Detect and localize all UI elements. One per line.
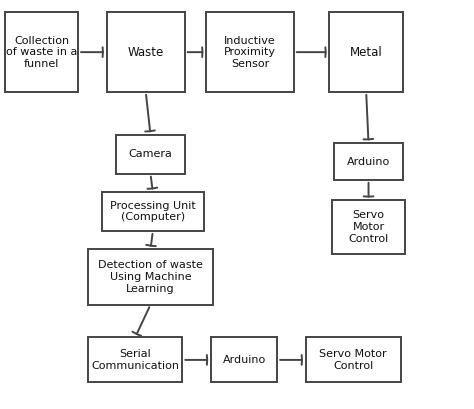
Bar xyxy=(107,12,185,92)
Bar xyxy=(206,12,294,92)
Text: Camera: Camera xyxy=(128,149,173,160)
Text: Arduino: Arduino xyxy=(347,157,390,166)
Bar xyxy=(306,337,401,382)
Bar xyxy=(334,143,403,180)
Text: Servo Motor
Control: Servo Motor Control xyxy=(319,349,387,371)
Text: Collection
of waste in a
funnel: Collection of waste in a funnel xyxy=(6,36,77,69)
Text: Processing Unit
(Computer): Processing Unit (Computer) xyxy=(110,201,196,222)
Text: Inductive
Proximity
Sensor: Inductive Proximity Sensor xyxy=(224,36,276,69)
Bar xyxy=(332,200,405,254)
Bar xyxy=(88,337,182,382)
Text: Waste: Waste xyxy=(128,46,164,58)
Text: Servo
Motor
Control: Servo Motor Control xyxy=(348,210,389,244)
Bar xyxy=(102,192,204,231)
Bar xyxy=(88,249,213,305)
Text: Detection of waste
Using Machine
Learning: Detection of waste Using Machine Learnin… xyxy=(98,261,203,294)
Text: Metal: Metal xyxy=(350,46,383,58)
Bar xyxy=(329,12,403,92)
Bar xyxy=(5,12,78,92)
Bar xyxy=(116,135,185,174)
Bar xyxy=(211,337,277,382)
Text: Arduino: Arduino xyxy=(222,355,266,365)
Text: Serial
Communication: Serial Communication xyxy=(91,349,179,371)
